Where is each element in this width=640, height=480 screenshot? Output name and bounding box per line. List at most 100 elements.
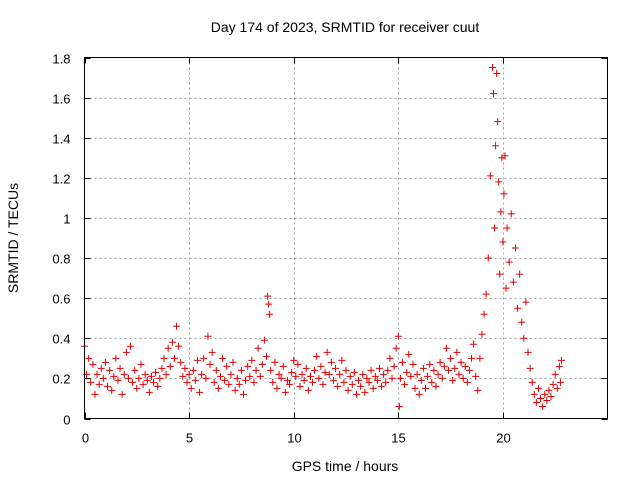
- data-point: [219, 354, 227, 362]
- plot-frame: [84, 57, 608, 419]
- data-point: [239, 390, 247, 398]
- data-point: [371, 372, 379, 380]
- data-point: [206, 360, 214, 368]
- data-point: [463, 378, 471, 386]
- data-point: [260, 336, 268, 344]
- data-point: [124, 374, 132, 382]
- chart-title: Day 174 of 2023, SRMTID for receiver cuu…: [211, 19, 480, 35]
- data-point: [196, 388, 204, 396]
- data-point: [202, 374, 210, 382]
- data-point: [480, 310, 488, 318]
- data-point: [263, 352, 271, 360]
- data-point: [526, 364, 534, 372]
- data-point: [145, 388, 153, 396]
- data-point: [279, 362, 287, 370]
- data-point: [338, 356, 346, 364]
- y-tick-label: 0: [63, 413, 70, 428]
- data-point: [394, 332, 402, 340]
- data-point: [432, 382, 440, 390]
- data-point: [348, 380, 356, 388]
- data-point: [378, 382, 386, 390]
- data-point: [104, 382, 112, 390]
- data-point: [168, 338, 176, 346]
- data-point: [392, 344, 400, 352]
- data-point: [137, 360, 145, 368]
- data-point: [118, 390, 126, 398]
- data-point: [150, 378, 158, 386]
- data-points: [81, 64, 565, 410]
- data-point: [555, 362, 563, 370]
- data-point: [162, 370, 170, 378]
- x-tick-label: 15: [391, 431, 405, 446]
- data-point: [390, 362, 398, 370]
- data-point: [436, 358, 444, 366]
- data-point: [494, 118, 502, 126]
- data-point: [89, 360, 97, 368]
- data-point: [492, 142, 500, 150]
- data-point: [541, 390, 549, 398]
- data-point: [281, 388, 289, 396]
- data-point: [509, 278, 517, 286]
- data-point: [489, 90, 497, 98]
- data-point: [254, 344, 262, 352]
- data-point: [292, 372, 300, 380]
- data-point: [384, 366, 392, 374]
- data-point: [173, 322, 181, 330]
- data-point: [545, 386, 553, 394]
- data-point: [403, 368, 411, 376]
- data-point: [453, 348, 461, 356]
- data-point: [164, 344, 172, 352]
- data-point: [413, 370, 421, 378]
- data-point: [493, 70, 501, 78]
- data-point: [388, 374, 396, 382]
- data-point: [472, 372, 480, 380]
- data-point: [275, 370, 283, 378]
- data-point: [200, 354, 208, 362]
- data-point: [141, 370, 149, 378]
- data-point: [516, 270, 524, 278]
- y-tick-label: 1.8: [52, 52, 70, 67]
- data-point: [273, 384, 281, 392]
- data-point: [283, 376, 291, 384]
- data-point: [122, 348, 130, 356]
- data-point: [225, 380, 233, 388]
- data-point: [294, 360, 302, 368]
- data-point: [442, 344, 450, 352]
- data-point: [549, 380, 557, 388]
- data-point: [551, 370, 559, 378]
- data-point: [502, 284, 510, 292]
- data-point: [495, 178, 503, 186]
- data-point: [470, 340, 478, 348]
- data-point: [528, 378, 536, 386]
- data-point: [112, 354, 120, 362]
- data-point: [380, 370, 388, 378]
- x-tick-label: 0: [82, 431, 89, 446]
- data-point: [445, 366, 453, 374]
- data-point: [290, 356, 298, 364]
- data-point: [189, 366, 197, 374]
- data-point: [455, 370, 463, 378]
- data-point: [344, 386, 352, 394]
- data-point: [252, 366, 260, 374]
- data-point: [486, 172, 494, 180]
- data-point: [497, 208, 505, 216]
- data-point: [520, 334, 528, 342]
- data-point: [500, 190, 508, 198]
- x-axis-label: GPS time / hours: [292, 458, 399, 474]
- data-point: [210, 378, 218, 386]
- data-point: [266, 310, 274, 318]
- data-point: [101, 358, 109, 366]
- data-point: [401, 380, 409, 388]
- data-point: [99, 374, 107, 382]
- data-point: [449, 376, 457, 384]
- data-point: [336, 370, 344, 378]
- data-point: [438, 374, 446, 382]
- data-point: [286, 380, 294, 388]
- data-point: [488, 64, 496, 72]
- y-tick-label: 1: [63, 212, 70, 227]
- data-point: [409, 360, 417, 368]
- data-point: [465, 366, 473, 374]
- data-point: [395, 402, 403, 410]
- data-point: [154, 382, 162, 390]
